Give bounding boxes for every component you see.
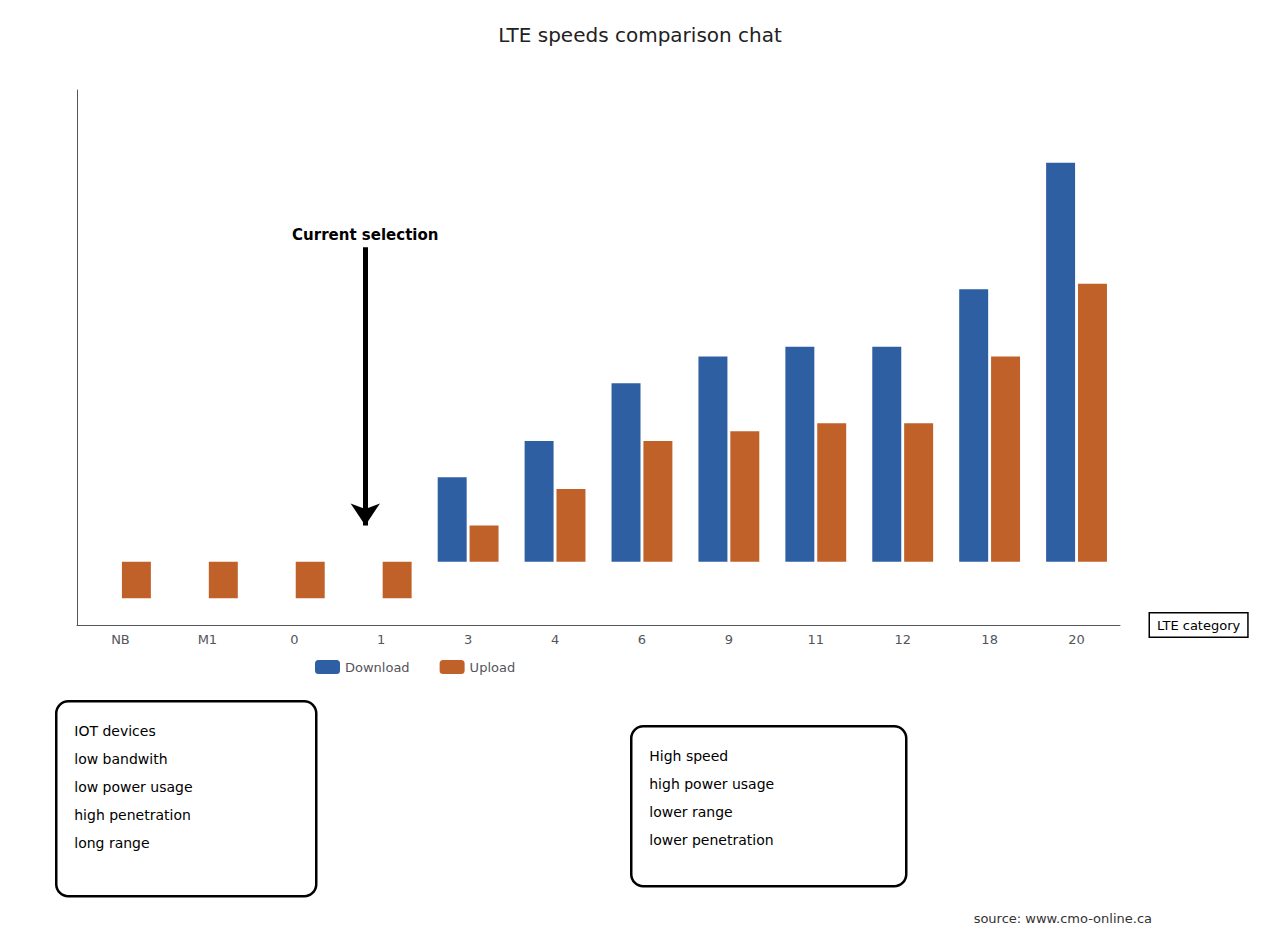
svg-text:Current selection: Current selection [292, 226, 438, 244]
svg-text:11: 11 [808, 632, 825, 647]
svg-text:3: 3 [464, 632, 472, 647]
svg-text:Download: Download [345, 660, 410, 675]
svg-text:high power usage: high power usage [649, 776, 774, 792]
svg-text:6: 6 [638, 632, 646, 647]
svg-text:NB: NB [111, 632, 130, 647]
svg-text:long range: long range [74, 835, 149, 851]
svg-text:LTE speeds comparison chat: LTE speeds comparison chat [498, 23, 782, 47]
svg-text:18: 18 [981, 632, 998, 647]
svg-text:M1: M1 [198, 632, 218, 647]
svg-text:LTE category: LTE category [1157, 618, 1240, 633]
svg-text:source: www.cmo-online.ca: source: www.cmo-online.ca [974, 911, 1152, 926]
svg-text:12: 12 [894, 632, 911, 647]
svg-text:low power usage: low power usage [74, 779, 192, 795]
svg-text:0: 0 [290, 632, 298, 647]
svg-text:Upload: Upload [470, 660, 516, 675]
svg-text:lower penetration: lower penetration [649, 832, 773, 848]
svg-text:low bandwith: low bandwith [74, 751, 167, 767]
svg-text:IOT devices: IOT devices [74, 723, 155, 739]
svg-text:9: 9 [725, 632, 733, 647]
svg-text:4: 4 [551, 632, 559, 647]
svg-text:High speed: High speed [649, 748, 728, 764]
svg-text:high penetration: high penetration [74, 807, 191, 823]
svg-text:1: 1 [377, 632, 385, 647]
svg-text:lower range: lower range [649, 804, 732, 820]
svg-text:20: 20 [1068, 632, 1085, 647]
